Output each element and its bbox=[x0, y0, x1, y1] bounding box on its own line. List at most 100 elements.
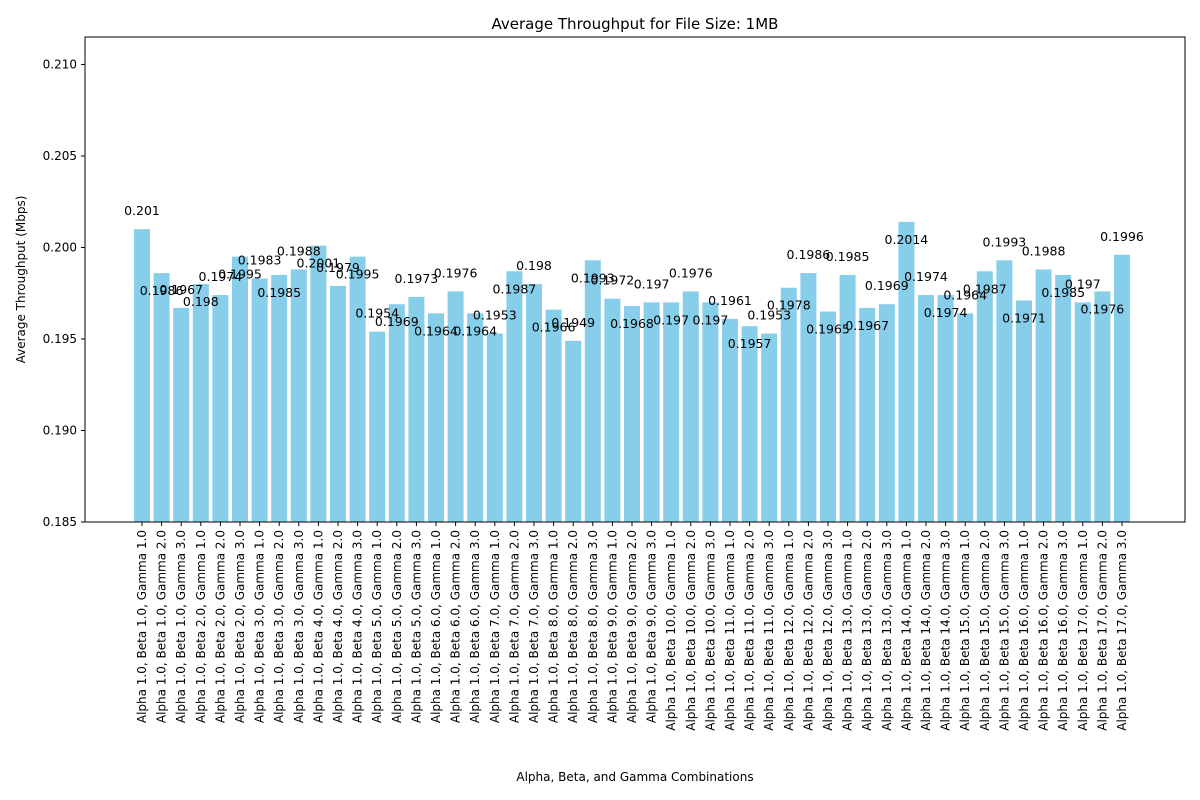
bar-value-label: 0.1967 bbox=[845, 318, 889, 333]
x-axis-label: Alpha, Beta, and Gamma Combinations bbox=[516, 770, 753, 784]
bar-value-label: 0.1976 bbox=[1081, 301, 1125, 316]
bar-value-label: 0.1971 bbox=[1002, 311, 1046, 326]
x-tick-label: Alpha 1.0, Beta 8.0, Gamma 1.0 bbox=[547, 530, 561, 723]
bar bbox=[918, 295, 934, 522]
bar bbox=[388, 304, 405, 522]
bar bbox=[310, 245, 327, 522]
bar-value-label: 0.1965 bbox=[806, 322, 850, 337]
y-tick-label: 0.210 bbox=[43, 57, 77, 71]
bar-value-label: 0.1949 bbox=[551, 315, 595, 330]
x-tick-label: Alpha 1.0, Beta 5.0, Gamma 2.0 bbox=[390, 530, 404, 723]
bar-value-label: 0.1995 bbox=[336, 267, 380, 282]
y-axis: 0.185 0.190 0.195 0.200 0.205 0.210 bbox=[43, 57, 85, 529]
bar bbox=[565, 340, 582, 522]
x-tick-label: Alpha 1.0, Beta 14.0, Gamma 1.0 bbox=[899, 530, 913, 731]
bar-value-label: 0.1995 bbox=[218, 267, 262, 282]
x-tick-label: Alpha 1.0, Beta 1.0, Gamma 2.0 bbox=[155, 530, 169, 723]
x-tick-label: Alpha 1.0, Beta 1.0, Gamma 1.0 bbox=[135, 530, 149, 723]
bar bbox=[428, 313, 444, 522]
bar-value-label: 0.198 bbox=[183, 294, 219, 309]
bar bbox=[192, 284, 209, 522]
x-tick-label: Alpha 1.0, Beta 13.0, Gamma 1.0 bbox=[841, 530, 855, 731]
x-tick-label: Alpha 1.0, Beta 11.0, Gamma 3.0 bbox=[762, 530, 776, 731]
bar-value-label: 0.1957 bbox=[728, 336, 772, 351]
bar bbox=[976, 271, 993, 522]
bar bbox=[741, 326, 758, 522]
bar-value-labels: 0.2010.19860.19670.1980.19740.19950.1983… bbox=[124, 203, 1144, 351]
x-tick-label: Alpha 1.0, Beta 15.0, Gamma 3.0 bbox=[997, 530, 1011, 731]
bar-value-label: 0.1987 bbox=[963, 281, 1007, 296]
bar-value-label: 0.2014 bbox=[885, 232, 929, 247]
bar bbox=[663, 302, 680, 522]
chart-title: Average Throughput for File Size: 1MB bbox=[492, 15, 779, 33]
bar-value-label: 0.1986 bbox=[140, 283, 184, 298]
x-tick-label: Alpha 1.0, Beta 10.0, Gamma 2.0 bbox=[684, 530, 698, 731]
bar-value-label: 0.197 bbox=[693, 312, 729, 327]
bar bbox=[1035, 269, 1052, 522]
y-tick-label: 0.190 bbox=[43, 423, 77, 437]
x-tick-label: Alpha 1.0, Beta 10.0, Gamma 3.0 bbox=[703, 530, 717, 731]
x-tick-label: Alpha 1.0, Beta 14.0, Gamma 3.0 bbox=[939, 530, 953, 731]
bars-group bbox=[134, 221, 1130, 523]
bar bbox=[251, 278, 268, 522]
x-tick-label: Alpha 1.0, Beta 7.0, Gamma 2.0 bbox=[507, 530, 521, 723]
bar-value-label: 0.1953 bbox=[473, 307, 517, 322]
x-tick-label: Alpha 1.0, Beta 5.0, Gamma 1.0 bbox=[370, 530, 384, 723]
bar-value-label: 0.201 bbox=[124, 203, 160, 218]
bar-value-label: 0.2001 bbox=[297, 256, 341, 271]
x-tick-label: Alpha 1.0, Beta 13.0, Gamma 2.0 bbox=[860, 530, 874, 731]
bar bbox=[702, 302, 719, 522]
bar-value-label: 0.1996 bbox=[1100, 229, 1144, 244]
bar-value-label: 0.1985 bbox=[257, 285, 301, 300]
bar-value-label: 0.1988 bbox=[277, 243, 321, 258]
bar-value-label: 0.1973 bbox=[395, 271, 439, 286]
x-tick-label: Alpha 1.0, Beta 12.0, Gamma 3.0 bbox=[821, 530, 835, 731]
x-tick-label: Alpha 1.0, Beta 11.0, Gamma 1.0 bbox=[723, 530, 737, 731]
bar bbox=[369, 331, 386, 522]
bar bbox=[682, 291, 699, 522]
bar bbox=[722, 318, 738, 522]
bar bbox=[212, 295, 229, 522]
bar bbox=[878, 304, 895, 522]
bar bbox=[153, 273, 170, 522]
bar-value-label: 0.1972 bbox=[591, 273, 635, 288]
bar-value-label: 0.197 bbox=[653, 312, 689, 327]
x-tick-label: Alpha 1.0, Beta 9.0, Gamma 1.0 bbox=[605, 530, 619, 723]
plot-frame bbox=[84, 36, 1186, 523]
bar bbox=[584, 260, 601, 522]
bar-value-label: 0.198 bbox=[516, 258, 552, 273]
bar bbox=[780, 287, 797, 522]
y-tick-label: 0.195 bbox=[43, 332, 77, 346]
bar-value-label: 0.1966 bbox=[532, 320, 576, 335]
x-tick-label: Alpha 1.0, Beta 3.0, Gamma 2.0 bbox=[272, 530, 286, 723]
bar bbox=[604, 298, 621, 522]
x-tick-label: Alpha 1.0, Beta 9.0, Gamma 3.0 bbox=[645, 530, 659, 723]
x-tick-label: Alpha 1.0, Beta 7.0, Gamma 3.0 bbox=[527, 530, 541, 723]
bar bbox=[447, 291, 464, 522]
x-tick-label: Alpha 1.0, Beta 8.0, Gamma 3.0 bbox=[586, 530, 600, 723]
bar bbox=[330, 285, 346, 522]
x-axis: Alpha 1.0, Beta 1.0, Gamma 1.0 Alpha 1.0,… bbox=[135, 522, 1129, 731]
bar bbox=[134, 229, 150, 523]
bar bbox=[839, 274, 856, 522]
bar-value-label: 0.1953 bbox=[747, 307, 791, 322]
x-tick-label: Alpha 1.0, Beta 12.0, Gamma 2.0 bbox=[801, 530, 815, 731]
x-tick-label: Alpha 1.0, Beta 17.0, Gamma 2.0 bbox=[1095, 530, 1109, 731]
x-tick-label: Alpha 1.0, Beta 3.0, Gamma 1.0 bbox=[253, 530, 267, 723]
bar bbox=[545, 309, 562, 522]
x-tick-label: Alpha 1.0, Beta 16.0, Gamma 3.0 bbox=[1056, 530, 1070, 731]
bar bbox=[1074, 302, 1091, 522]
bar-value-label: 0.1954 bbox=[355, 306, 399, 321]
x-tick-label: Alpha 1.0, Beta 4.0, Gamma 3.0 bbox=[351, 530, 365, 723]
bar-value-label: 0.1964 bbox=[943, 287, 987, 302]
x-tick-label: Alpha 1.0, Beta 11.0, Gamma 2.0 bbox=[743, 530, 757, 731]
y-tick-label: 0.200 bbox=[43, 240, 77, 254]
bar bbox=[271, 274, 288, 522]
x-tick-label: Alpha 1.0, Beta 3.0, Gamma 3.0 bbox=[292, 530, 306, 723]
bar bbox=[898, 221, 915, 522]
y-tick-label: 0.205 bbox=[43, 149, 77, 163]
x-tick-label: Alpha 1.0, Beta 10.0, Gamma 1.0 bbox=[664, 530, 678, 731]
bar bbox=[1055, 274, 1072, 522]
x-tick-label: Alpha 1.0, Beta 12.0, Gamma 1.0 bbox=[782, 530, 796, 731]
